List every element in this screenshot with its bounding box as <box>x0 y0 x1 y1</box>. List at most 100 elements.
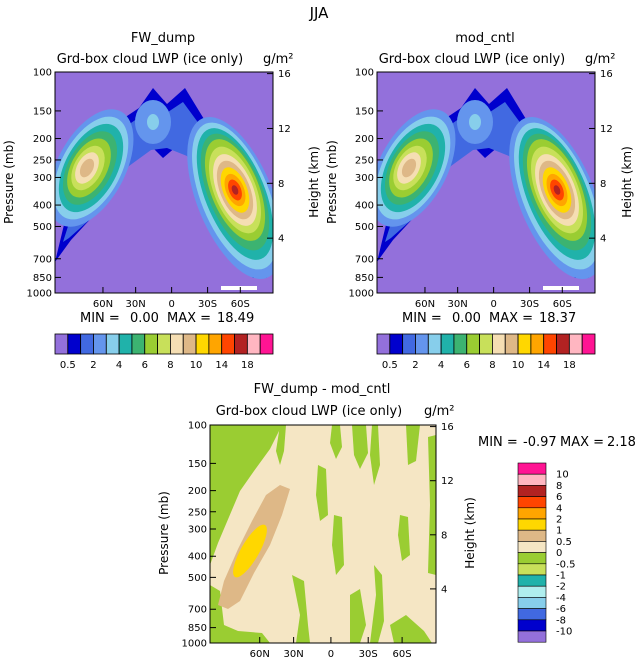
contour-band <box>401 158 417 178</box>
x-tick-label: 60N <box>415 299 435 310</box>
colorbar-label: 14 <box>215 360 228 371</box>
colorbar-label: 6 <box>464 360 470 371</box>
colorbar-label: 6 <box>556 492 562 503</box>
colorbar-swatch <box>568 333 583 355</box>
colorbar-label: 8 <box>556 481 562 492</box>
max-label: MAX = <box>489 311 533 326</box>
y-right-tick-label: 8 <box>278 179 284 190</box>
colorbar-label: 2 <box>556 515 562 526</box>
colorbar-swatch <box>530 333 545 355</box>
axes: 60N 30N 0 30S 60S 100 150 200 250 300 400 500 700 850… <box>182 421 454 661</box>
min-value: 0.00 <box>452 311 481 326</box>
y-tick-label: 500 <box>33 222 52 233</box>
colorbar-label: 0.5 <box>60 360 76 371</box>
contour-field <box>210 425 436 643</box>
plot-frame <box>54 71 274 294</box>
contour-band <box>390 615 432 643</box>
colorbar-swatch <box>246 333 261 355</box>
axes: 60N 30N 0 30S 60S 100 150 200 250 300 400 500 700 850… <box>27 68 291 311</box>
colorbar-label: 18 <box>241 360 254 371</box>
colorbar-label: 4 <box>438 360 444 371</box>
colorbar-label: -2 <box>556 582 566 593</box>
colorbar-swatch <box>144 333 158 355</box>
colorbar-swatch <box>105 333 120 355</box>
y-right-tick-label: 12 <box>278 124 291 135</box>
contour-band <box>332 515 344 575</box>
x-tick-label: 30N <box>448 299 468 310</box>
max-value: 2.18 <box>607 435 636 450</box>
colorbar-label: -0.5 <box>556 559 576 570</box>
colorbar-label: 8 <box>489 360 495 371</box>
y-right-tick-label: 4 <box>600 234 606 245</box>
colorbar-label: 0.5 <box>556 537 572 548</box>
colorbar-swatch <box>517 333 532 355</box>
colorbar-swatch <box>402 333 416 355</box>
contour-band <box>233 524 267 578</box>
y-axis-right-label: Height (km) <box>620 146 634 217</box>
contour-band <box>316 465 328 521</box>
y-tick-label: 400 <box>355 201 374 212</box>
colorbar-swatch <box>479 333 493 355</box>
y-tick-label: 850 <box>188 623 207 634</box>
colorbar-swatch <box>517 608 547 621</box>
y-tick-label: 700 <box>33 254 52 265</box>
colorbar-swatch <box>118 333 133 355</box>
y-tick-label: 250 <box>188 507 207 518</box>
panel-title: Grd-box cloud LWP (ice only) <box>57 52 244 67</box>
contour-band <box>292 575 310 643</box>
y-tick-label: 1000 <box>182 639 207 650</box>
colorbar-swatch <box>504 333 519 355</box>
contour-field <box>377 72 595 293</box>
x-tick-label: 30S <box>198 299 217 310</box>
contour-band <box>428 435 436 575</box>
colorbar-label: 1 <box>556 526 562 537</box>
colorbar-swatch <box>517 485 547 497</box>
stats-line: MIN = 0.00 MAX = 18.49 <box>80 311 254 326</box>
y-tick-label: 850 <box>355 273 374 284</box>
y-right-tick-label: 4 <box>278 234 284 245</box>
panel-title: Grd-box cloud LWP (ice only) <box>216 404 403 419</box>
colorbar-swatch <box>517 597 547 609</box>
y-tick-label: 100 <box>355 68 374 79</box>
colorbar-swatch <box>234 333 248 355</box>
y-axis-label: Pressure (mb) <box>157 491 171 575</box>
data-gap <box>543 286 579 290</box>
units-label: g/m² <box>585 52 616 67</box>
y-tick-label: 500 <box>355 222 374 233</box>
max-label: MAX = <box>167 311 211 326</box>
x-tick-label: 60S <box>393 649 412 660</box>
min-label: MIN = <box>402 311 442 326</box>
x-tick-label: 0 <box>168 299 174 310</box>
plot-frame <box>209 424 437 644</box>
max-value: 18.37 <box>539 311 576 326</box>
panel-model-label: mod_cntl <box>455 31 514 46</box>
min-value: -0.97 <box>523 435 557 450</box>
x-tick-label: 0 <box>490 299 496 310</box>
contour-band <box>350 589 366 643</box>
colorbar-swatch <box>581 333 596 355</box>
contour-band <box>406 425 420 465</box>
colorbar-swatch <box>427 333 442 355</box>
colorbar-swatch <box>543 333 557 355</box>
contour-band <box>370 565 384 643</box>
colorbar-label: 18 <box>563 360 576 371</box>
figure-suptitle: JJA <box>309 4 330 22</box>
x-tick-label: 30N <box>284 649 304 660</box>
panel-model-label: FW_dump - mod_cntl <box>254 382 391 397</box>
colorbar-swatch <box>221 333 235 355</box>
plot-frame <box>376 71 596 294</box>
contour-band <box>553 185 561 195</box>
colorbar-swatch <box>67 333 82 355</box>
y-right-tick-label: 16 <box>600 69 613 80</box>
y-axis-right-label: Height (km) <box>307 146 321 217</box>
colorbar-label: 2 <box>90 360 96 371</box>
colorbar-swatch <box>517 496 547 509</box>
units-label: g/m² <box>424 404 455 419</box>
y-tick-label: 300 <box>33 173 52 184</box>
y-right-tick-label: 4 <box>441 584 447 595</box>
y-axis-label: Pressure (mb) <box>2 140 16 224</box>
contour-band <box>231 185 239 195</box>
colorbar-swatch <box>93 333 107 355</box>
